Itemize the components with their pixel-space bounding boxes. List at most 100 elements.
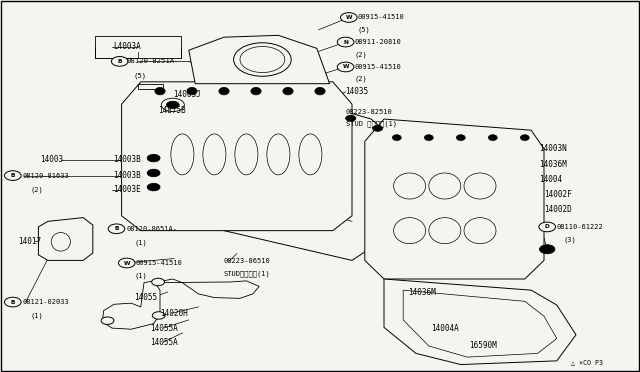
Ellipse shape <box>240 46 285 73</box>
Circle shape <box>337 62 354 72</box>
Text: (1): (1) <box>134 239 147 246</box>
Text: B: B <box>118 59 122 64</box>
Text: 16590M: 16590M <box>469 341 497 350</box>
Text: 14003: 14003 <box>40 155 63 164</box>
Ellipse shape <box>424 135 433 141</box>
Text: STUDスタッド(1): STUDスタッド(1) <box>224 270 271 277</box>
Polygon shape <box>102 281 160 329</box>
Text: 14003N: 14003N <box>540 144 567 153</box>
Polygon shape <box>365 119 544 279</box>
Text: 14002F: 14002F <box>544 190 572 199</box>
Polygon shape <box>154 279 259 298</box>
Ellipse shape <box>187 87 197 95</box>
Text: (5): (5) <box>357 26 370 33</box>
Ellipse shape <box>171 134 194 175</box>
Text: 14875B: 14875B <box>158 106 186 115</box>
Ellipse shape <box>166 101 179 109</box>
Text: 08223-82510: 08223-82510 <box>346 109 392 115</box>
Text: N: N <box>343 39 348 45</box>
Text: 00915-41510: 00915-41510 <box>355 64 401 70</box>
Text: L4003A: L4003A <box>113 42 141 51</box>
Ellipse shape <box>155 87 165 95</box>
Circle shape <box>4 297 21 307</box>
Ellipse shape <box>520 135 529 141</box>
Ellipse shape <box>234 43 291 76</box>
Text: 14003B: 14003B <box>113 155 141 164</box>
Text: W: W <box>342 64 349 70</box>
Text: 14055A: 14055A <box>150 338 178 347</box>
Text: 14002D: 14002D <box>544 205 572 214</box>
Ellipse shape <box>346 115 356 121</box>
Text: B: B <box>11 173 15 178</box>
Ellipse shape <box>283 87 293 95</box>
Ellipse shape <box>51 232 70 251</box>
Text: 14020H: 14020H <box>160 309 188 318</box>
Text: 14055A: 14055A <box>150 324 178 333</box>
Ellipse shape <box>488 135 497 141</box>
Text: 14003B: 14003B <box>113 171 141 180</box>
Ellipse shape <box>147 183 160 191</box>
Text: 08223-86510: 08223-86510 <box>224 258 271 264</box>
Ellipse shape <box>152 312 165 319</box>
Ellipse shape <box>152 278 164 286</box>
Ellipse shape <box>299 134 322 175</box>
Circle shape <box>4 171 21 180</box>
Text: 14017: 14017 <box>18 237 41 246</box>
Ellipse shape <box>147 169 160 177</box>
Text: B: B <box>11 299 15 305</box>
Ellipse shape <box>161 98 184 112</box>
Ellipse shape <box>219 87 229 95</box>
Ellipse shape <box>429 173 461 199</box>
Polygon shape <box>403 290 557 357</box>
Text: W: W <box>124 260 130 266</box>
Polygon shape <box>138 84 163 89</box>
Text: 08120-8251A-: 08120-8251A- <box>126 58 179 64</box>
Ellipse shape <box>456 135 465 141</box>
Ellipse shape <box>540 245 555 254</box>
Ellipse shape <box>394 218 426 244</box>
Text: 14003J: 14003J <box>173 90 200 99</box>
Circle shape <box>118 258 135 268</box>
Text: 08911-20810: 08911-20810 <box>355 39 401 45</box>
Ellipse shape <box>394 173 426 199</box>
Polygon shape <box>189 35 330 84</box>
Text: (5): (5) <box>133 72 147 79</box>
Text: D: D <box>545 224 550 230</box>
Text: (2): (2) <box>31 186 44 193</box>
Ellipse shape <box>267 134 290 175</box>
Text: 14004: 14004 <box>540 175 563 184</box>
Polygon shape <box>38 218 93 260</box>
Text: 14036M: 14036M <box>540 160 567 169</box>
Circle shape <box>108 224 125 234</box>
Text: STUD スタッド(1): STUD スタッド(1) <box>346 120 397 127</box>
Text: 14035: 14035 <box>346 87 369 96</box>
Ellipse shape <box>429 218 461 244</box>
Ellipse shape <box>372 125 383 131</box>
Text: 14004A: 14004A <box>431 324 458 333</box>
Text: W: W <box>346 15 352 20</box>
Circle shape <box>539 222 556 232</box>
Ellipse shape <box>101 317 114 324</box>
Text: B: B <box>115 226 118 231</box>
Ellipse shape <box>203 134 226 175</box>
Polygon shape <box>384 279 576 365</box>
Ellipse shape <box>235 134 258 175</box>
Polygon shape <box>122 82 352 231</box>
Circle shape <box>337 37 354 47</box>
Text: 08110-61222: 08110-61222 <box>557 224 604 230</box>
Text: △ ×CO P3: △ ×CO P3 <box>571 360 603 366</box>
Text: 08120-81633: 08120-81633 <box>22 173 69 179</box>
Text: (1): (1) <box>134 273 147 279</box>
Text: 08121-02033: 08121-02033 <box>22 299 69 305</box>
Circle shape <box>111 57 128 66</box>
Text: 14055: 14055 <box>134 293 157 302</box>
Text: 08120-8651A-: 08120-8651A- <box>126 226 177 232</box>
Text: 00915-41510: 00915-41510 <box>136 260 182 266</box>
Ellipse shape <box>251 87 261 95</box>
Circle shape <box>340 13 357 22</box>
Ellipse shape <box>315 87 325 95</box>
Ellipse shape <box>392 135 401 141</box>
Text: (2): (2) <box>355 51 367 58</box>
Ellipse shape <box>464 173 496 199</box>
Text: 14003E: 14003E <box>113 185 141 194</box>
